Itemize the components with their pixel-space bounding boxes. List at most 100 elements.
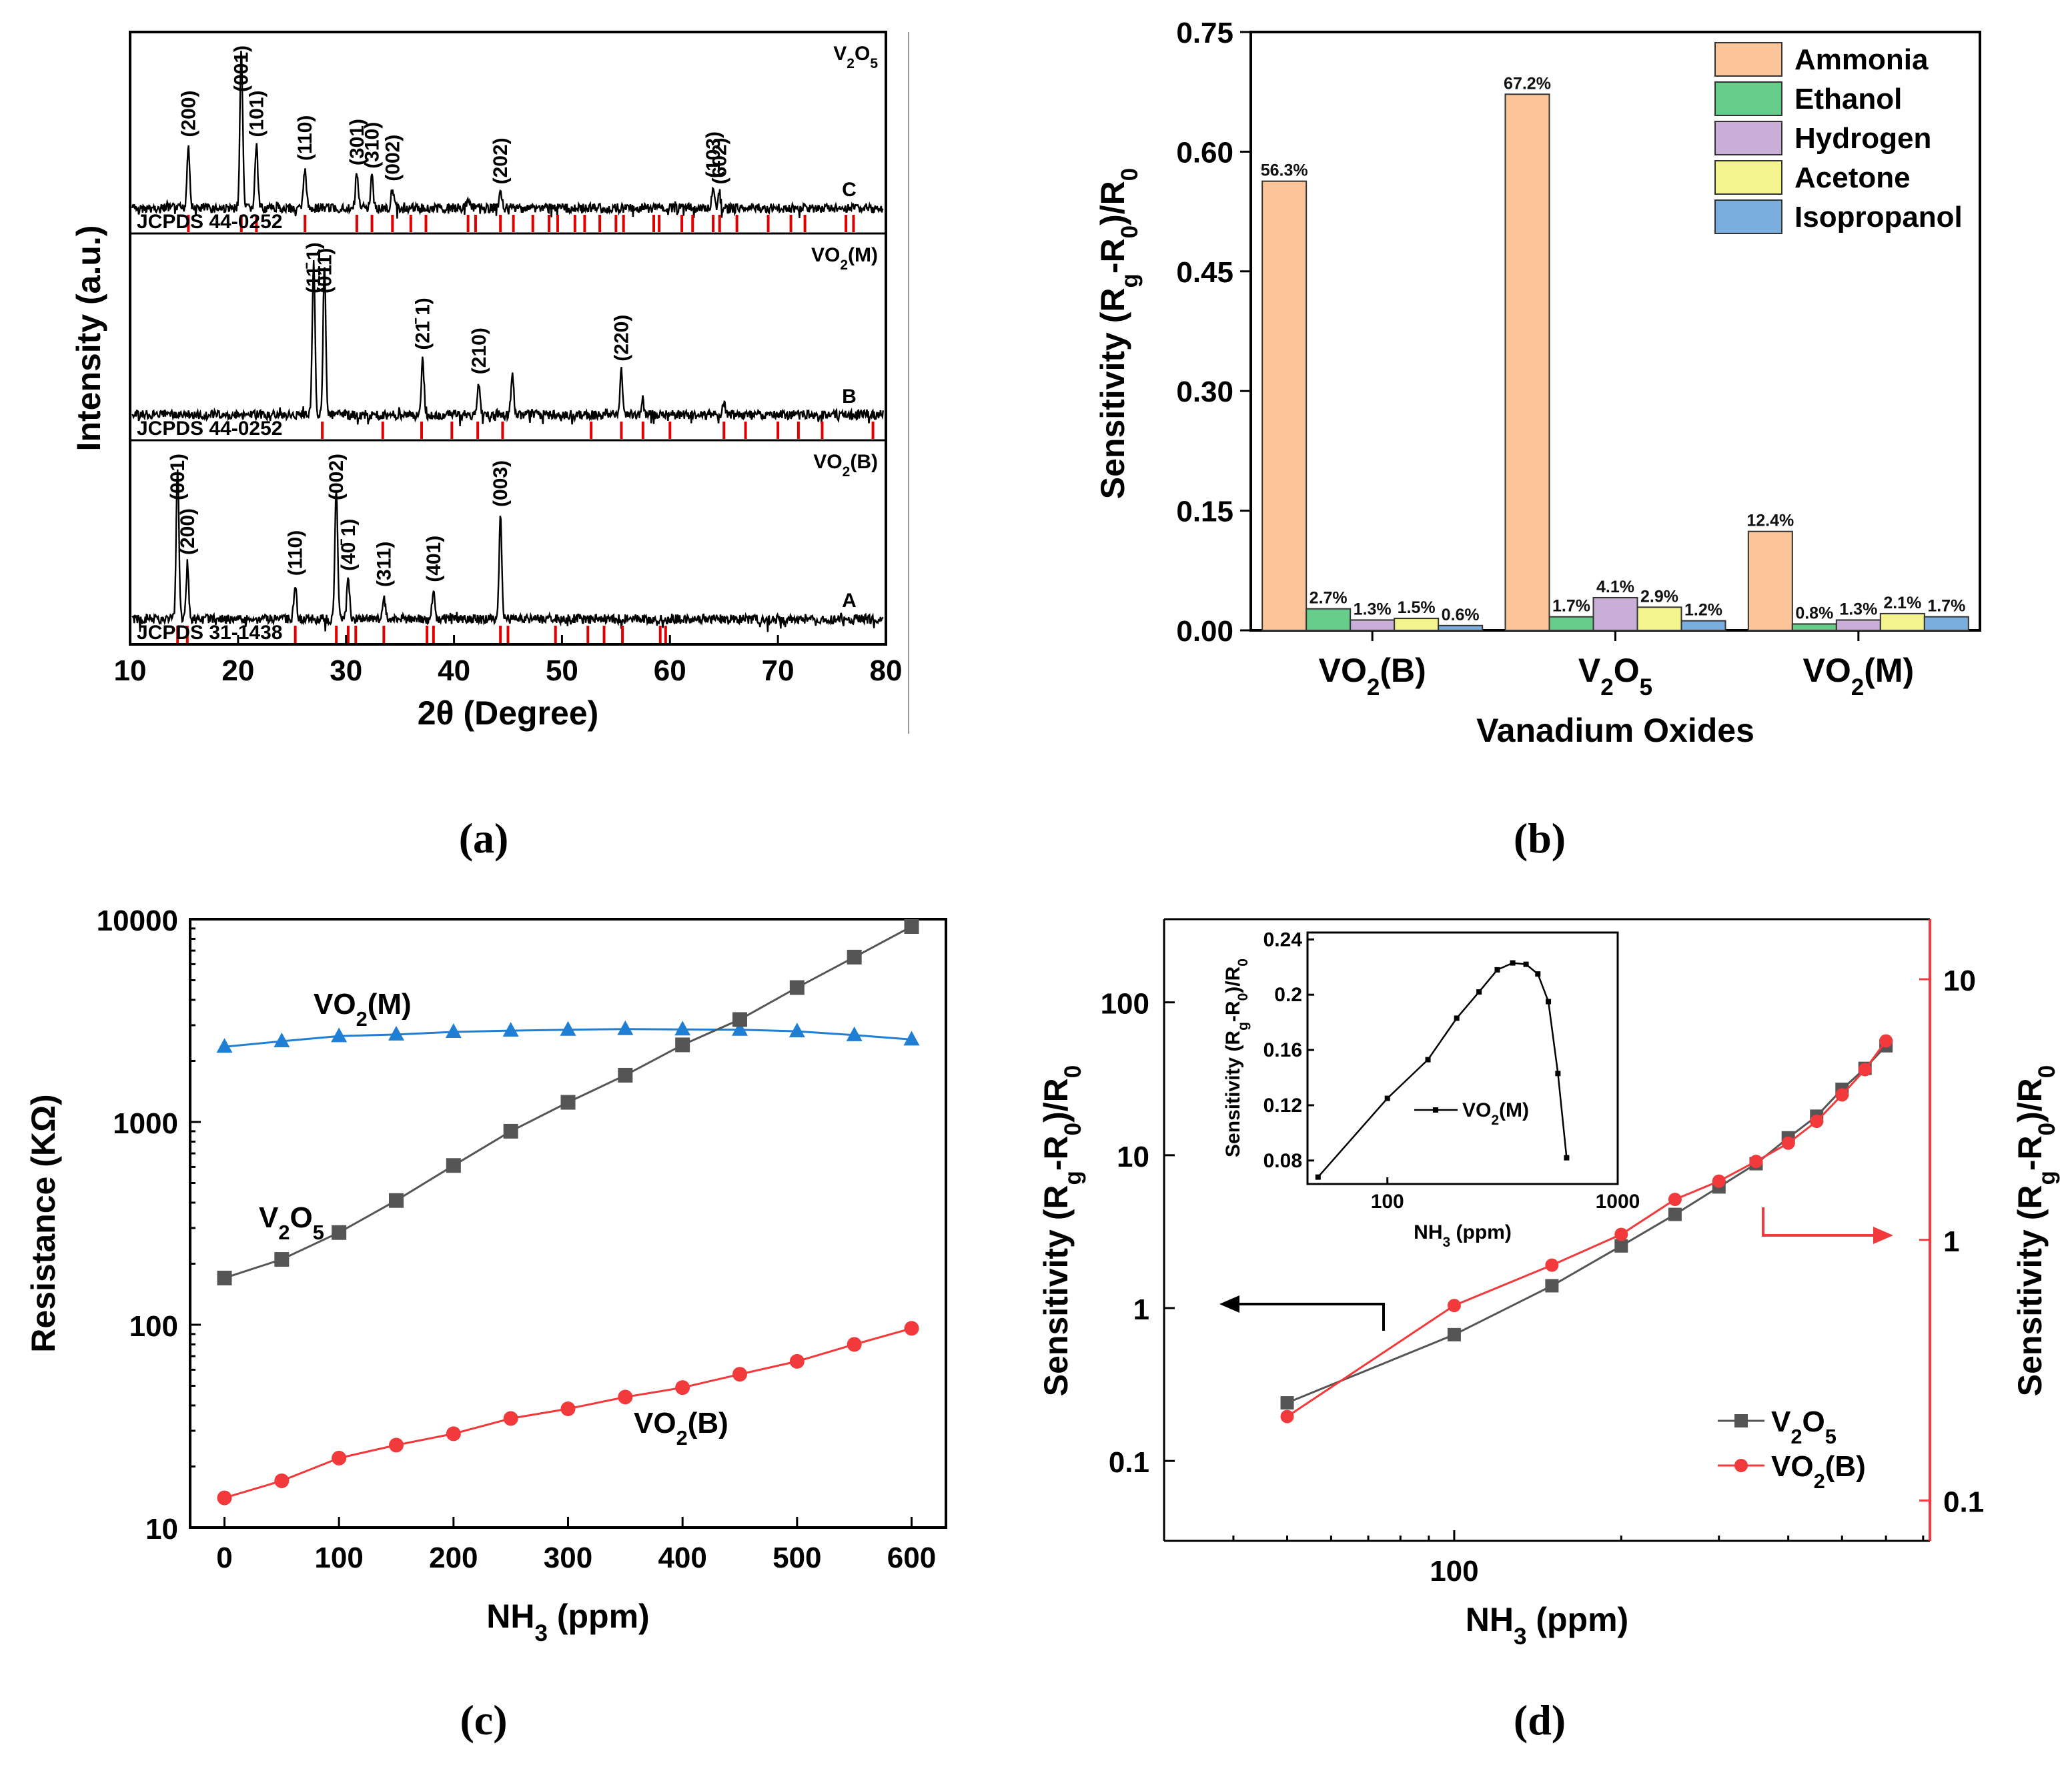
phase-label: VO2(B) <box>813 451 878 480</box>
bar-isopropanol <box>1680 620 1726 632</box>
jcpds-label: JCPDS 44-0252 <box>137 211 282 233</box>
peak-label: (202) <box>490 137 512 184</box>
bar-hydrogen <box>1592 596 1638 631</box>
panel-a: JCPDS 44-0252(200)(001)(101)(110) (301)(3… <box>70 31 909 862</box>
data-point <box>446 1426 461 1441</box>
data-point <box>1280 1396 1294 1410</box>
y-tick-label: 10 <box>1117 1141 1149 1173</box>
bar-hydrogen <box>1835 619 1881 632</box>
right-arrow-head <box>1873 1227 1893 1244</box>
data-point <box>675 1380 690 1395</box>
left-arrow <box>1234 1303 1385 1331</box>
inset-chart: 100 1000 0.08 0.12 0.16 0.2 0.24 VO2(M) NH3 (ppm… <box>1222 929 1640 1249</box>
y-axis-title-right: Sensitivity (Rg-R0)/R0 <box>2011 1065 2060 1397</box>
bar-value-label: 2.1% <box>1883 594 1921 612</box>
data-point <box>1280 1409 1294 1423</box>
data-point <box>789 1353 805 1369</box>
jcpds-label: JCPDS 44-0252 <box>137 418 282 440</box>
x-axis-title: NH3 (ppm) <box>1466 1601 1628 1650</box>
legend-swatch <box>1714 160 1782 195</box>
y-tick-label: 0.1 <box>1109 1446 1149 1479</box>
data-point <box>389 1193 404 1208</box>
x-tick-label: 80 <box>870 654 903 687</box>
x-tick-label: 200 <box>429 1542 478 1574</box>
inset-y-tick-label: 0.2 <box>1274 984 1302 1006</box>
y-tick-label: 0.15 <box>1176 496 1233 528</box>
y-axis-title: Resistance (KΩ) <box>25 1094 62 1352</box>
data-point <box>618 1067 633 1083</box>
peak-label: (311) <box>373 542 395 587</box>
x-axis-title: Vanadium Oxides <box>1476 712 1754 749</box>
y-tick-label: 100 <box>129 1310 178 1343</box>
data-point <box>216 1038 233 1053</box>
x-tick-label: 100 <box>314 1542 363 1574</box>
inset-point <box>1564 1155 1570 1161</box>
data-point <box>446 1158 461 1173</box>
legend: Ammonia Ethanol Hydrogen Acetone Isopropanol <box>1714 42 1963 234</box>
caption-a: (a) <box>459 814 509 862</box>
curve-letter: A <box>842 590 857 612</box>
x-tick-label: 40 <box>438 654 470 687</box>
data-point <box>1447 1327 1461 1341</box>
y-tick-label: 10 <box>145 1513 178 1546</box>
data-point <box>560 1401 576 1417</box>
x-tick-label: 300 <box>544 1542 592 1574</box>
inset-legend-marker <box>1433 1107 1438 1113</box>
y-tick-label: 0.45 <box>1176 256 1233 289</box>
inset-point <box>1510 960 1516 966</box>
bar-value-label: 1.7% <box>1552 597 1590 616</box>
peak-label: (11̄ 1) <box>303 242 325 293</box>
bar-value-label: 0.8% <box>1795 604 1833 622</box>
legend-label: Isopropanol <box>1794 201 1963 233</box>
legend-label: V2O5 <box>1771 1405 1837 1448</box>
x-axis-title: NH3 (ppm) <box>486 1598 649 1646</box>
bar-ethanol <box>1306 608 1352 632</box>
bar-value-label: 1.3% <box>1354 600 1392 618</box>
data-point <box>1858 1063 1872 1077</box>
bar-acetone <box>1636 606 1682 631</box>
peak-label: (310) <box>362 122 384 169</box>
xrd-pattern-2: JCPDS 44-0252 (11̄ 1)(011) (21̄ 1) (210) (22… <box>131 242 884 440</box>
y-right-tick-label: 10 <box>1943 965 1976 997</box>
bar-value-label: 1.3% <box>1839 600 1877 618</box>
data-point <box>274 1473 290 1488</box>
x-tick-label: 100 <box>1430 1555 1478 1588</box>
x-tick-label: 400 <box>658 1542 706 1574</box>
bar-value-label: 1.2% <box>1684 601 1722 620</box>
inset-y-tick-label: 0.24 <box>1263 929 1303 951</box>
data-point <box>1835 1088 1849 1102</box>
annotation-vo2b: VO2(B) <box>634 1407 728 1449</box>
inset-x-tick-label: 100 <box>1371 1191 1404 1213</box>
peak-label: (401) <box>423 536 445 582</box>
annotation-vo2m: VO2(M) <box>314 988 412 1031</box>
category-label: VO2(B) <box>1319 652 1426 700</box>
data-point <box>1614 1227 1628 1241</box>
data-point <box>1781 1136 1795 1150</box>
inset-legend-label: VO2(M) <box>1462 1099 1529 1128</box>
inset-point <box>1315 1174 1321 1180</box>
inset-y-tick-label: 0.08 <box>1263 1150 1302 1172</box>
peak-label: (21̄ 1) <box>412 298 434 350</box>
inset-point <box>1425 1057 1431 1063</box>
peak-label: (002) <box>382 135 404 181</box>
peak-label: (210) <box>468 328 490 374</box>
inset-x-title: NH3 (ppm) <box>1414 1221 1512 1250</box>
data-point <box>732 1012 747 1027</box>
peak-label: (200) <box>177 508 199 555</box>
data-point <box>789 1023 805 1038</box>
data-point <box>1734 1459 1748 1472</box>
inset-line <box>1317 962 1568 1178</box>
series-circle <box>217 1321 919 1506</box>
inset-point <box>1476 989 1482 995</box>
x-tick-label: 30 <box>330 654 362 687</box>
category-label: VO2(M) <box>1802 652 1914 700</box>
inset-point <box>1546 999 1552 1005</box>
peak-label: (602) <box>709 137 731 184</box>
bar-value-label: 56.3% <box>1261 161 1308 180</box>
data-point <box>445 1023 462 1039</box>
y-axis-title: Sensitivity (Rg-R0)/R0 <box>1094 168 1143 500</box>
x-tick-label: 60 <box>654 654 686 687</box>
inset-frame <box>1306 931 1619 1185</box>
